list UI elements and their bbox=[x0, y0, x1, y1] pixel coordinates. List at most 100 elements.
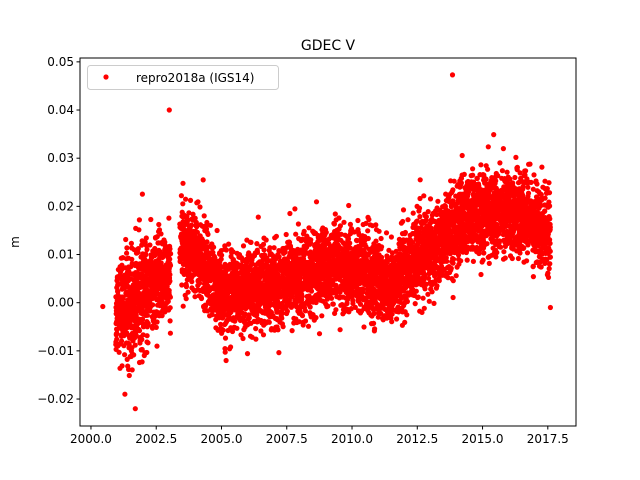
data-point bbox=[136, 227, 142, 233]
data-point bbox=[436, 278, 442, 284]
data-point bbox=[305, 323, 312, 329]
data-point bbox=[166, 287, 172, 294]
data-point bbox=[167, 272, 173, 278]
data-point bbox=[144, 333, 150, 339]
data-point bbox=[302, 318, 309, 324]
data-point bbox=[287, 210, 293, 217]
data-point bbox=[330, 301, 336, 307]
data-point bbox=[470, 172, 476, 178]
data-point bbox=[124, 250, 130, 256]
data-point bbox=[211, 244, 217, 250]
data-point bbox=[167, 305, 173, 311]
data-point bbox=[421, 305, 427, 311]
data-point bbox=[422, 286, 428, 292]
data-point bbox=[154, 319, 160, 325]
data-point bbox=[379, 244, 385, 250]
data-point bbox=[255, 214, 261, 220]
data-point bbox=[201, 213, 207, 219]
data-point bbox=[228, 344, 234, 350]
data-point bbox=[167, 318, 173, 324]
data-point bbox=[459, 152, 465, 159]
data-point bbox=[394, 316, 400, 322]
data-point bbox=[253, 326, 259, 332]
data-point bbox=[383, 230, 390, 236]
data-point bbox=[232, 318, 238, 324]
data-point bbox=[325, 303, 331, 309]
data-point bbox=[240, 243, 247, 249]
data-point bbox=[431, 300, 437, 306]
data-point bbox=[313, 315, 319, 321]
data-point bbox=[478, 271, 484, 278]
data-point bbox=[147, 308, 153, 314]
data-point bbox=[228, 309, 234, 315]
data-point bbox=[410, 210, 416, 216]
data-point bbox=[246, 315, 252, 321]
data-point bbox=[154, 234, 160, 240]
data-point bbox=[261, 247, 267, 253]
data-point bbox=[402, 229, 408, 236]
data-point bbox=[400, 207, 407, 213]
data-point bbox=[132, 342, 138, 348]
data-point bbox=[148, 216, 154, 223]
data-point bbox=[365, 228, 371, 234]
data-point bbox=[470, 166, 476, 172]
data-point bbox=[279, 315, 285, 321]
data-point bbox=[150, 302, 156, 308]
data-point bbox=[195, 199, 201, 205]
data-point bbox=[373, 222, 379, 228]
data-point bbox=[293, 231, 299, 237]
data-point bbox=[271, 245, 277, 251]
data-point bbox=[415, 294, 421, 300]
chart-title: GDEC V bbox=[301, 38, 356, 54]
data-point bbox=[373, 238, 379, 244]
data-point bbox=[376, 228, 382, 234]
data-point bbox=[189, 279, 195, 285]
data-point bbox=[140, 332, 146, 338]
data-point bbox=[139, 191, 145, 197]
data-point bbox=[253, 336, 259, 342]
data-point bbox=[371, 320, 377, 326]
data-point bbox=[229, 328, 236, 335]
data-point bbox=[423, 214, 429, 220]
data-point bbox=[434, 283, 440, 289]
data-point bbox=[166, 215, 172, 221]
data-point bbox=[260, 332, 267, 338]
data-point bbox=[372, 326, 378, 332]
data-point bbox=[190, 211, 196, 217]
data-point bbox=[371, 310, 377, 317]
data-point bbox=[337, 327, 343, 333]
data-point bbox=[361, 324, 367, 330]
data-point bbox=[451, 256, 457, 262]
data-point bbox=[336, 215, 342, 221]
data-point bbox=[283, 231, 289, 238]
data-point bbox=[167, 330, 173, 336]
data-point bbox=[167, 246, 173, 252]
data-point bbox=[388, 234, 394, 240]
data-point bbox=[435, 198, 441, 204]
data-point bbox=[355, 217, 361, 224]
data-point bbox=[223, 357, 229, 364]
data-point bbox=[260, 241, 267, 247]
data-point bbox=[400, 218, 406, 225]
data-point bbox=[289, 328, 295, 334]
data-point bbox=[301, 228, 307, 234]
data-point bbox=[413, 288, 419, 294]
data-point bbox=[188, 222, 195, 228]
data-point bbox=[179, 282, 185, 288]
data-point bbox=[223, 247, 229, 253]
data-points bbox=[100, 72, 554, 412]
data-point bbox=[139, 336, 145, 343]
data-point bbox=[464, 257, 470, 263]
data-point bbox=[145, 340, 151, 346]
data-point bbox=[332, 211, 338, 217]
data-point bbox=[193, 219, 199, 225]
data-point bbox=[417, 177, 423, 183]
data-point bbox=[458, 180, 464, 186]
data-point bbox=[144, 312, 150, 318]
data-point bbox=[192, 294, 198, 300]
data-point bbox=[458, 258, 464, 264]
data-point bbox=[244, 351, 251, 357]
data-point bbox=[226, 241, 232, 247]
data-point bbox=[158, 260, 164, 266]
data-point bbox=[136, 217, 142, 223]
